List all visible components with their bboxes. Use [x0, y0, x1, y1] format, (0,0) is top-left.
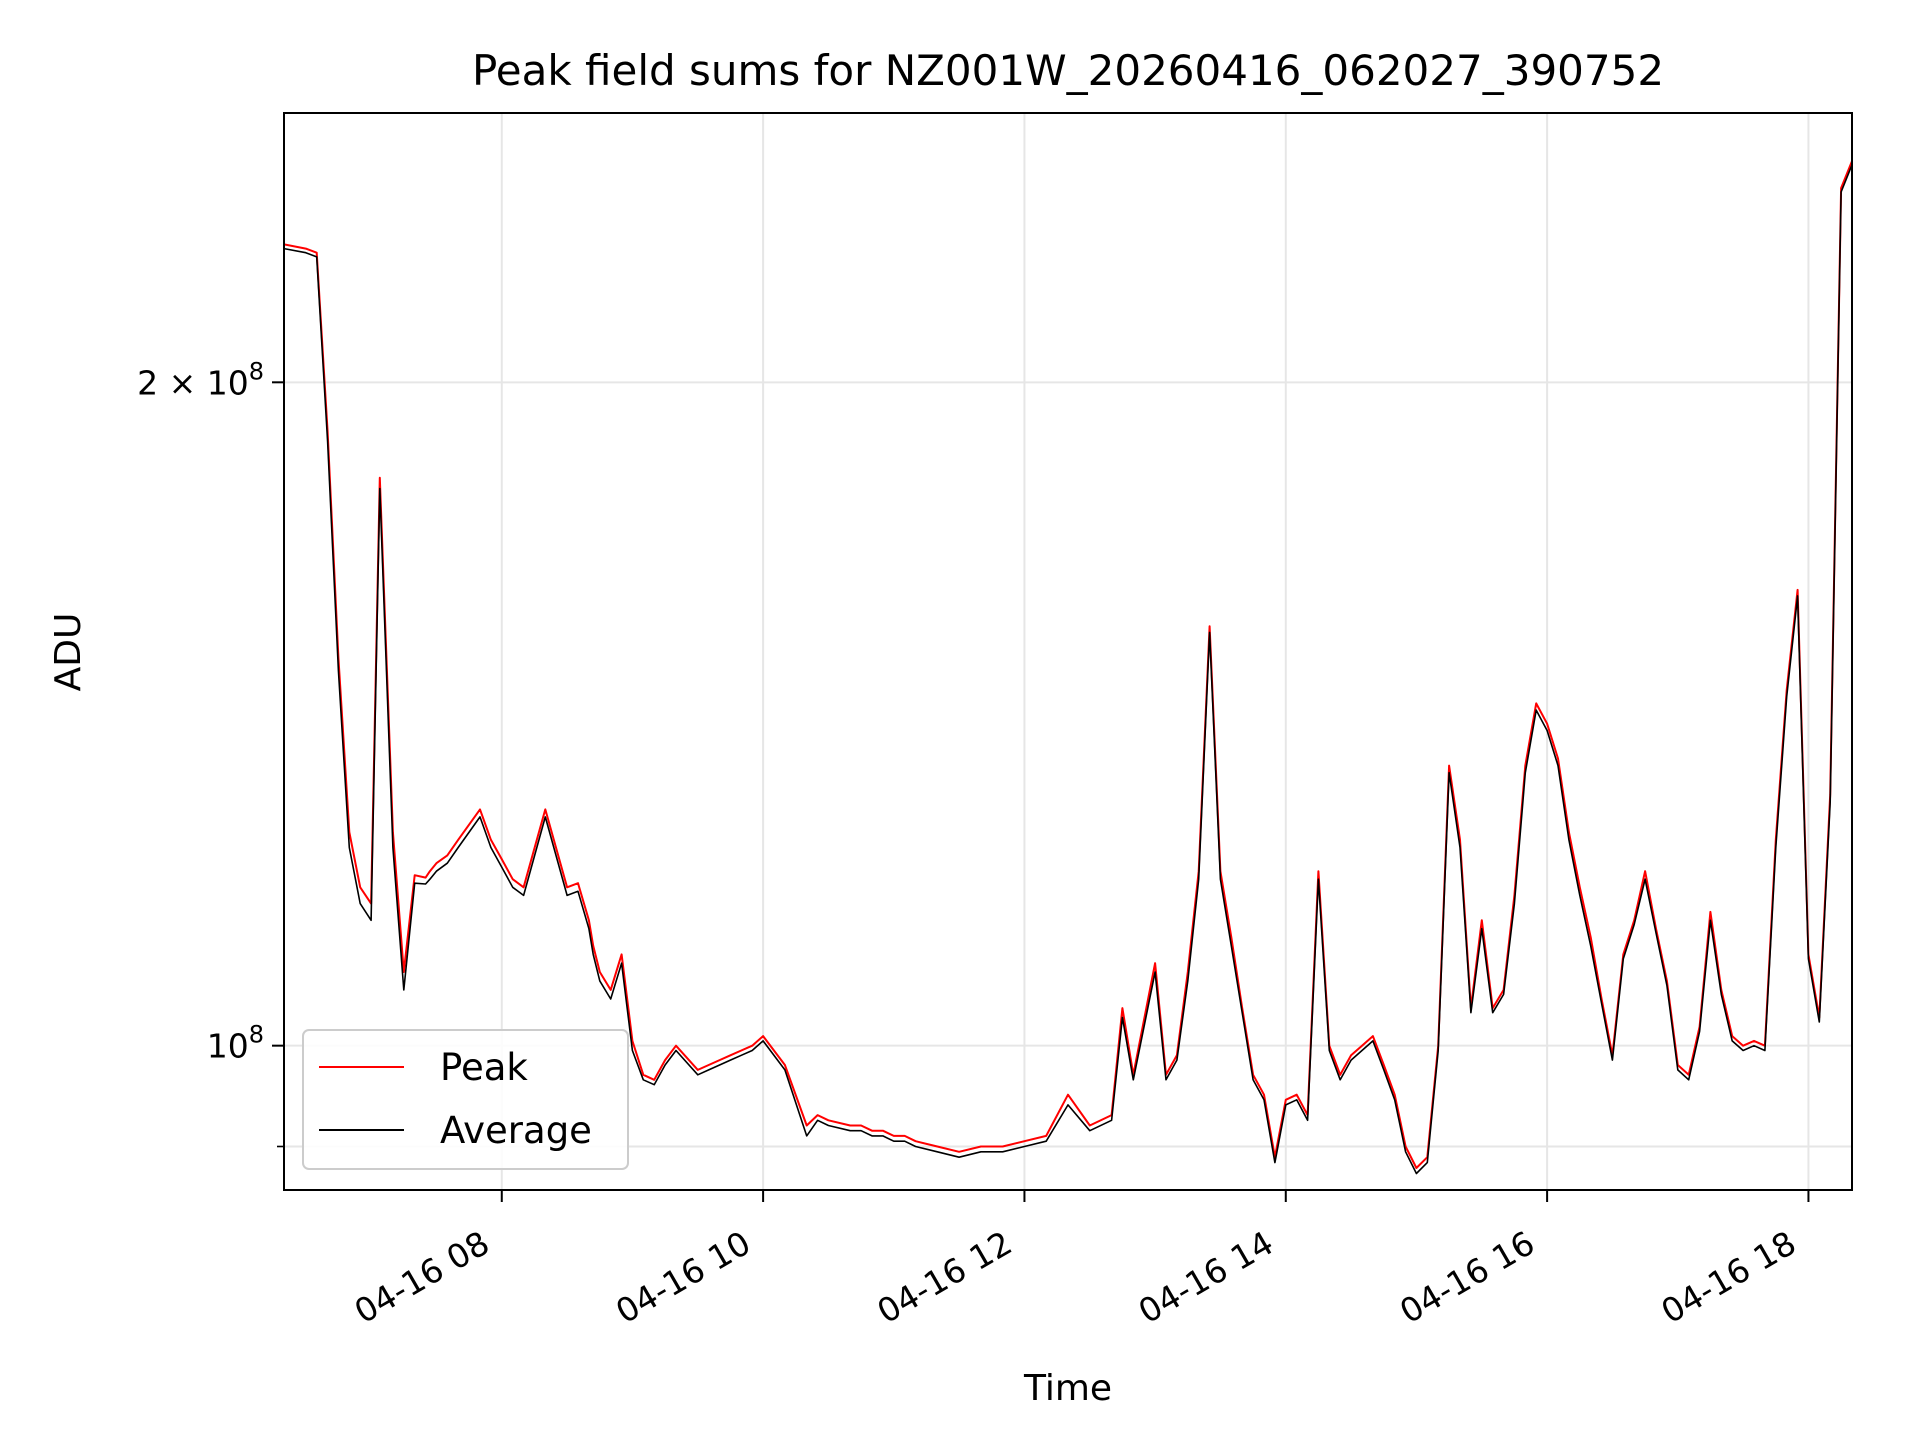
- y-axis-label: ADU: [48, 613, 89, 692]
- series-group: [284, 160, 1852, 1175]
- plot-frame: [283, 112, 1853, 1191]
- x-axis-label: Time: [1023, 1368, 1112, 1409]
- legend-box: [302, 1029, 629, 1170]
- chart-title: Peak field sums for NZ001W_20260416_0620…: [472, 46, 1664, 95]
- y-tick-label: 108: [207, 1021, 264, 1066]
- legend-label-peak: Peak: [440, 1046, 528, 1089]
- y-tick-label: 2 × 108: [137, 357, 264, 402]
- y-axis: 108 2 × 108: [137, 357, 284, 1148]
- series-line-average: [284, 164, 1852, 1175]
- legend: Peak Average: [302, 1029, 629, 1170]
- legend-label-average: Average: [440, 1109, 592, 1152]
